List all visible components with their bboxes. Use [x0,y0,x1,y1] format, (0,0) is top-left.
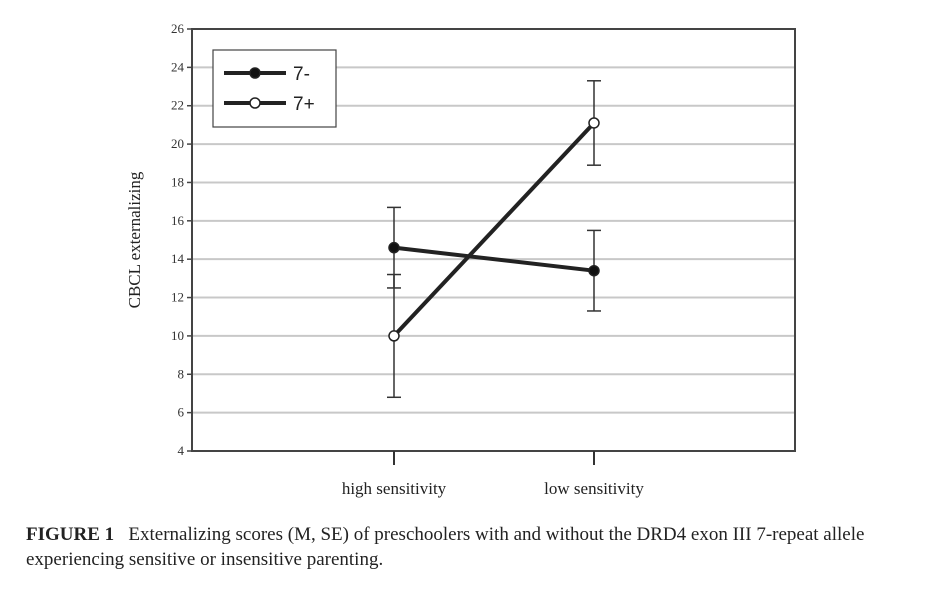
y-tick-label: 20 [171,136,184,151]
caption-text: Externalizing scores (M, SE) of preschoo… [26,524,865,570]
data-point [588,117,600,129]
data-point [388,330,400,342]
legend-box [212,49,337,128]
x-tick-label: high sensitivity [342,479,447,498]
legend-marker [249,97,261,109]
series-line-7+ [392,121,596,338]
legend-label: 7- [293,64,310,85]
data-point [588,264,600,277]
y-tick-label: 14 [171,251,185,266]
y-tick-label: 8 [178,366,185,381]
caption-label: FIGURE 1 [26,524,115,545]
figure-caption: FIGURE 1 Externalizing scores (M, SE) of… [26,522,916,572]
y-tick-label: 12 [171,290,184,305]
y-tick-label: 18 [171,174,184,189]
legend-label: 7+ [293,94,315,115]
y-tick-label: 6 [178,405,185,420]
y-tick-label: 10 [171,328,184,343]
data-point [388,241,400,254]
chart: 4 6 8 10 12 14 16 18 20 22 24 26 CBCL externalizing h… [125,21,796,498]
legend-marker [249,67,261,79]
y-axis-label: CBCL externalizing [125,171,144,308]
series-line-7- [393,245,595,273]
y-tick-label: 22 [171,98,184,113]
y-tick-label: 24 [171,59,185,74]
plot-frame [191,28,796,452]
x-tick-label: low sensitivity [544,479,644,498]
y-tick-label: 4 [178,443,185,458]
y-tick-label: 26 [171,21,185,36]
y-tick-label: 16 [171,213,185,228]
